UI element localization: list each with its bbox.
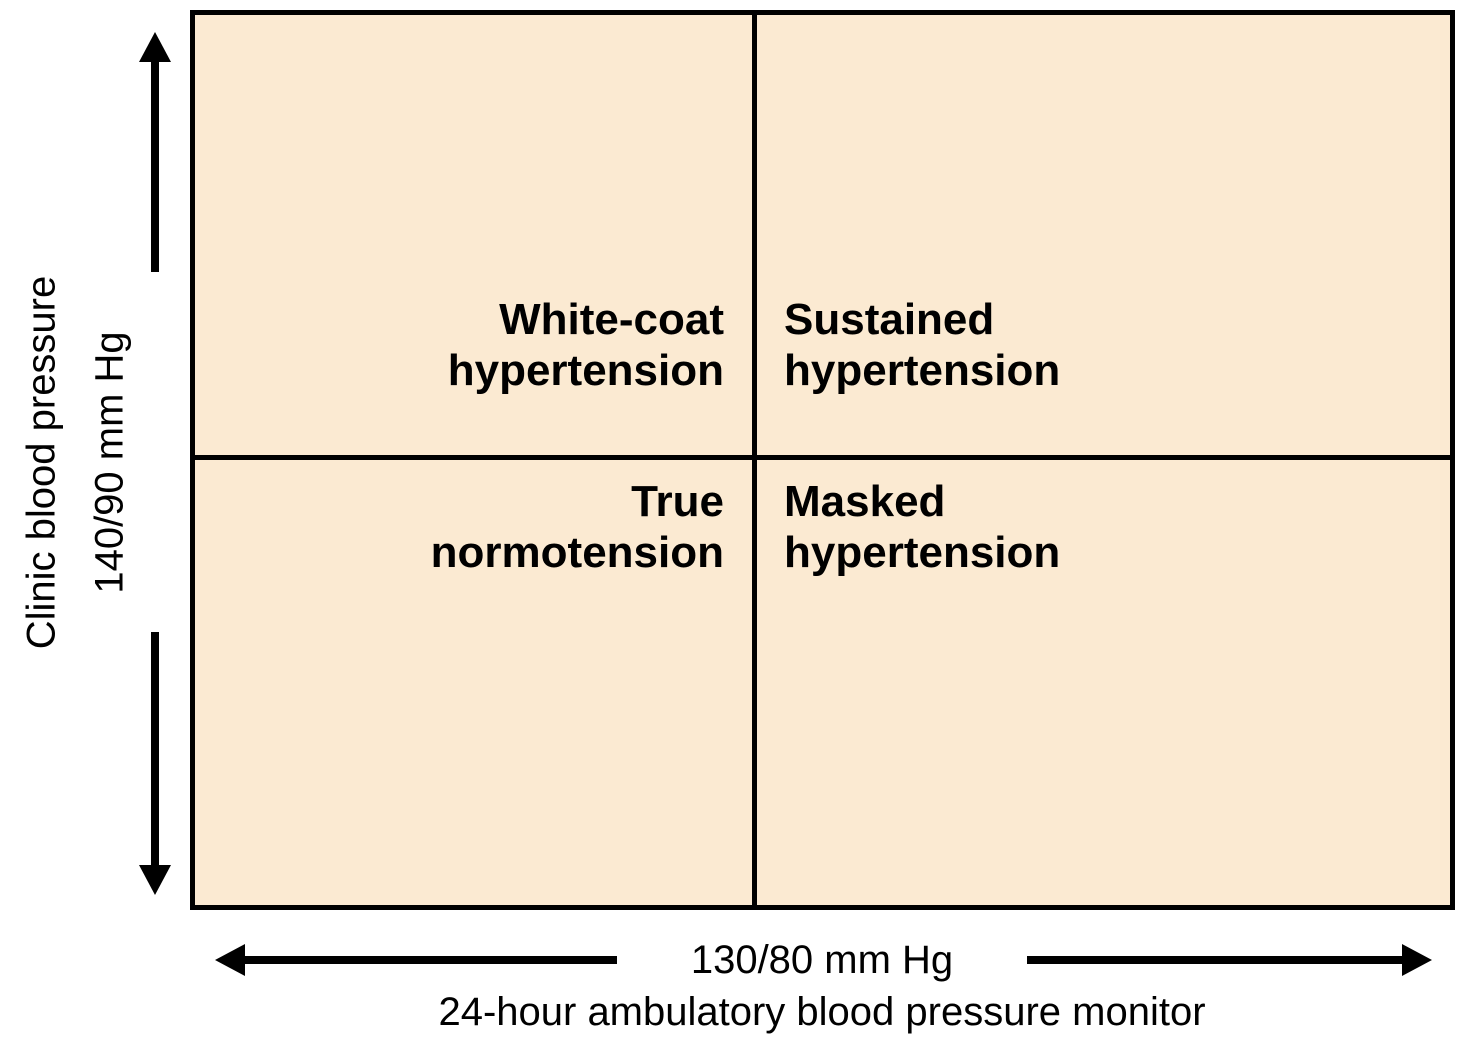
quadrant-label-line1: True [631,477,724,526]
quadrant-label: Sustained hypertension [784,295,1060,396]
x-axis-arrowhead-right-icon [1402,944,1432,976]
x-axis-arrow-line-left [245,956,617,964]
quadrant-label-line1: Masked [784,477,945,526]
y-axis-arrowhead-down-icon [139,865,171,895]
grid-divider-vertical [752,15,757,905]
x-axis-threshold-label: 130/80 mm Hg [622,938,1022,983]
quadrant-bottom-right: Masked hypertension [754,457,1460,915]
x-axis-arrowhead-left-icon [215,944,245,976]
quadrant-label: True normotension [431,477,724,578]
diagram-container: White-coat hypertension Sustained hypert… [0,0,1466,1061]
grid-divider-horizontal [195,455,1450,460]
quadrant-label-line1: White-coat [499,295,724,344]
quadrant-bottom-left: True normotension [195,457,754,915]
quadrant-grid: White-coat hypertension Sustained hypert… [190,10,1455,910]
y-axis-arrow-line-lower [151,632,159,865]
y-axis-arrow-line-upper [151,62,159,272]
y-axis-arrowhead-up-icon [139,32,171,62]
x-axis-arrow-line-right [1027,956,1402,964]
quadrant-label-line2: hypertension [448,346,724,395]
y-axis-title: Clinic blood pressure [20,213,65,713]
quadrant-label-line1: Sustained [784,295,994,344]
quadrant-label-line2: normotension [431,528,724,577]
quadrant-label: White-coat hypertension [448,295,724,396]
quadrant-top-left: White-coat hypertension [195,15,754,457]
quadrant-label-line2: hypertension [784,528,1060,577]
quadrant-label-line2: hypertension [784,346,1060,395]
y-axis-threshold-label: 140/90 mm Hg [88,213,133,713]
quadrant-top-right: Sustained hypertension [754,15,1460,457]
x-axis-title: 24-hour ambulatory blood pressure monito… [272,990,1372,1035]
quadrant-label: Masked hypertension [784,477,1060,578]
